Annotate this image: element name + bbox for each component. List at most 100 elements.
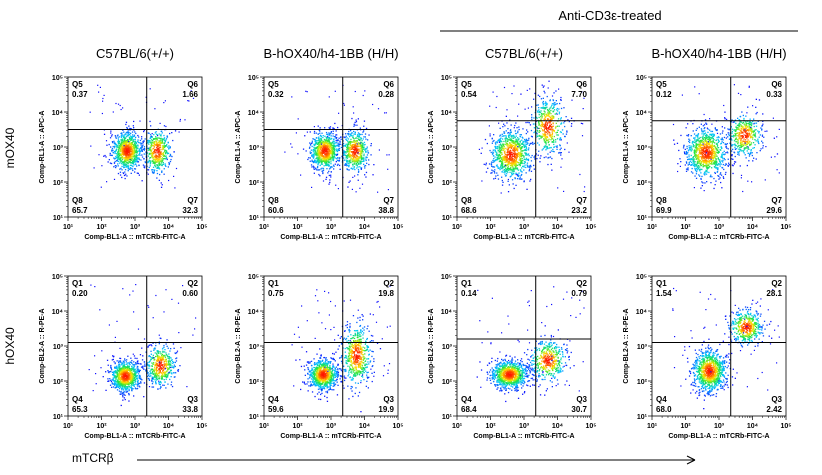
event-dot bbox=[312, 156, 314, 158]
event-dot bbox=[500, 157, 502, 159]
event-dot bbox=[727, 132, 729, 134]
event-dot bbox=[522, 154, 524, 157]
event-dot bbox=[148, 149, 150, 151]
event-dot bbox=[178, 131, 180, 133]
event-dot bbox=[118, 153, 120, 155]
event-dot bbox=[318, 140, 321, 142]
event-dot bbox=[164, 139, 166, 141]
event-dot bbox=[321, 170, 323, 172]
event-dot bbox=[350, 146, 352, 148]
quadrant-value: 68.6 bbox=[461, 206, 477, 215]
event-dot bbox=[559, 145, 561, 147]
event-dot bbox=[711, 167, 713, 169]
event-dot bbox=[313, 160, 316, 162]
event-dot bbox=[498, 154, 501, 156]
event-dot bbox=[317, 143, 319, 145]
event-dot bbox=[364, 90, 366, 92]
event-dot bbox=[525, 154, 527, 156]
event-dot bbox=[722, 161, 724, 163]
event-dot bbox=[508, 184, 510, 186]
event-dot bbox=[351, 148, 353, 150]
event-dot bbox=[519, 147, 521, 149]
event-dot bbox=[304, 135, 306, 137]
event-dot bbox=[540, 112, 543, 115]
event-dot bbox=[485, 171, 488, 173]
event-dot bbox=[499, 152, 502, 154]
event-dot bbox=[520, 93, 522, 95]
event-dot bbox=[98, 154, 100, 156]
event-dot bbox=[334, 90, 336, 92]
event-dot bbox=[538, 130, 541, 132]
event-dot bbox=[318, 153, 320, 156]
event-dot bbox=[698, 146, 700, 148]
event-dot bbox=[154, 161, 156, 164]
event-dot bbox=[328, 183, 330, 185]
event-dot bbox=[128, 149, 130, 152]
event-dot bbox=[372, 103, 374, 106]
event-dot bbox=[123, 165, 125, 167]
event-dot bbox=[548, 156, 550, 159]
event-dot bbox=[150, 145, 153, 147]
event-dot bbox=[511, 172, 513, 174]
event-dot bbox=[544, 118, 547, 120]
event-dot bbox=[352, 134, 354, 137]
event-dot bbox=[490, 163, 493, 165]
event-dot bbox=[563, 190, 565, 192]
event-dot bbox=[117, 137, 119, 139]
event-dot bbox=[557, 118, 560, 120]
event-dot bbox=[702, 137, 704, 139]
event-dot bbox=[142, 164, 145, 166]
event-dot bbox=[134, 141, 136, 143]
event-dot bbox=[545, 146, 548, 148]
event-dot bbox=[157, 148, 159, 150]
event-dot bbox=[318, 150, 321, 152]
event-dot bbox=[135, 144, 137, 147]
event-dot bbox=[318, 142, 320, 144]
event-dot bbox=[504, 138, 506, 140]
event-dot bbox=[501, 135, 503, 137]
event-dot bbox=[333, 153, 335, 155]
event-dot bbox=[352, 165, 354, 167]
event-dot bbox=[557, 187, 559, 189]
event-dot bbox=[146, 169, 148, 171]
event-dot bbox=[359, 148, 362, 150]
event-dot bbox=[108, 159, 110, 161]
event-dot bbox=[123, 149, 125, 151]
event-dot bbox=[149, 133, 152, 136]
event-dot bbox=[513, 85, 515, 87]
event-dot bbox=[560, 131, 562, 134]
event-dot bbox=[516, 178, 519, 180]
event-dot bbox=[538, 114, 540, 116]
event-dot bbox=[318, 169, 321, 171]
event-dot bbox=[119, 148, 121, 150]
event-dot bbox=[127, 165, 130, 167]
event-dot bbox=[317, 169, 319, 171]
event-dot bbox=[120, 142, 123, 144]
event-dot bbox=[120, 154, 123, 156]
event-dot bbox=[161, 141, 163, 144]
event-dot bbox=[187, 100, 189, 102]
event-dot bbox=[708, 136, 710, 138]
event-dot bbox=[712, 141, 715, 143]
event-dot bbox=[502, 147, 504, 150]
event-dot bbox=[297, 118, 299, 120]
event-dot bbox=[344, 151, 346, 153]
event-dot bbox=[722, 159, 724, 161]
event-dot bbox=[703, 171, 706, 173]
event-dot bbox=[324, 142, 326, 144]
event-dot bbox=[344, 144, 347, 146]
event-dot bbox=[732, 165, 734, 167]
event-dot bbox=[113, 178, 116, 180]
event-dot bbox=[114, 135, 116, 137]
event-dot bbox=[714, 153, 716, 155]
event-dot bbox=[160, 160, 162, 162]
event-dot bbox=[134, 142, 136, 144]
event-dot bbox=[124, 169, 127, 171]
event-dot bbox=[320, 163, 322, 165]
event-dot bbox=[509, 151, 511, 153]
event-dot bbox=[322, 160, 324, 162]
event-dot bbox=[123, 162, 125, 164]
event-dot bbox=[519, 176, 521, 178]
event-dot bbox=[570, 117, 573, 119]
event-dot bbox=[522, 165, 524, 167]
